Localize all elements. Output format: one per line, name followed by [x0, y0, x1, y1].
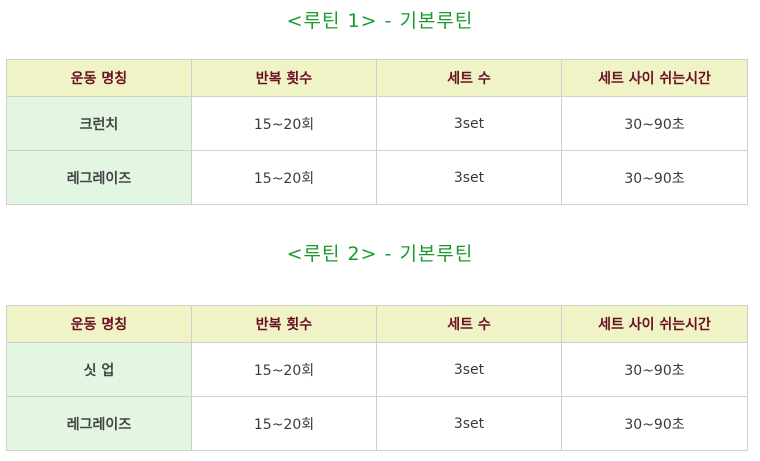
rest-time-cell: 30~90초 [561, 150, 748, 205]
routine-1-table: 운동 명칭 반복 횟수 세트 수 세트 사이 쉬는시간 크런치 15~20회 3… [6, 59, 748, 205]
routine-2-title: <루틴 2> - 기본루틴 [286, 243, 474, 265]
sets-cell: 3set [376, 96, 562, 151]
exercise-name-cell: 레그레이즈 [6, 396, 192, 451]
header-exercise-name: 운동 명칭 [6, 59, 192, 97]
exercise-name-cell: 레그레이즈 [6, 150, 192, 205]
rest-time-cell: 30~90초 [561, 342, 748, 397]
reps-cell: 15~20회 [191, 342, 377, 397]
rest-time-cell: 30~90초 [561, 396, 748, 451]
table-header-row: 운동 명칭 반복 횟수 세트 수 세트 사이 쉬는시간 [6, 305, 748, 343]
header-reps: 반복 횟수 [191, 59, 377, 97]
reps-cell: 15~20회 [191, 96, 377, 151]
exercise-name-cell: 크런치 [6, 96, 192, 151]
table-row: 크런치 15~20회 3set 30~90초 [6, 96, 748, 151]
reps-cell: 15~20회 [191, 396, 377, 451]
exercise-name-cell: 싯 업 [6, 342, 192, 397]
reps-cell: 15~20회 [191, 150, 377, 205]
header-sets: 세트 수 [376, 59, 562, 97]
rest-time-cell: 30~90초 [561, 96, 748, 151]
header-rest-time: 세트 사이 쉬는시간 [561, 59, 748, 97]
routine-2-table: 운동 명칭 반복 횟수 세트 수 세트 사이 쉬는시간 싯 업 15~20회 3… [6, 305, 748, 451]
table-header-row: 운동 명칭 반복 횟수 세트 수 세트 사이 쉬는시간 [6, 59, 748, 97]
sets-cell: 3set [376, 150, 562, 205]
sets-cell: 3set [376, 342, 562, 397]
table-row: 레그레이즈 15~20회 3set 30~90초 [6, 150, 748, 205]
table-row: 싯 업 15~20회 3set 30~90초 [6, 342, 748, 397]
table-row: 레그레이즈 15~20회 3set 30~90초 [6, 396, 748, 451]
header-exercise-name: 운동 명칭 [6, 305, 192, 343]
header-sets: 세트 수 [376, 305, 562, 343]
routine-1-title: <루틴 1> - 기본루틴 [286, 10, 474, 32]
header-rest-time: 세트 사이 쉬는시간 [561, 305, 748, 343]
header-reps: 반복 횟수 [191, 305, 377, 343]
sets-cell: 3set [376, 396, 562, 451]
